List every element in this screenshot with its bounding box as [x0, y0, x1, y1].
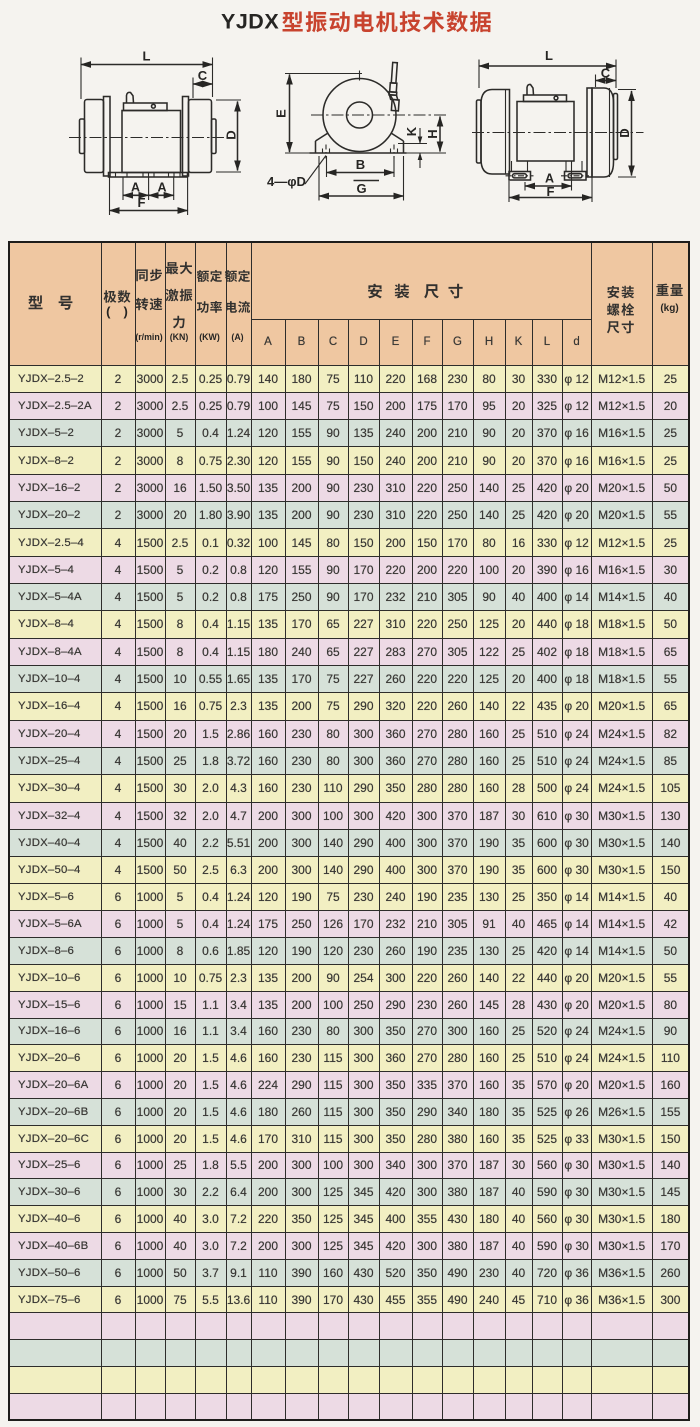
svg-text:G: G [356, 181, 366, 196]
svg-text:(A): (A) [231, 332, 243, 342]
svg-text:A: A [157, 181, 166, 195]
svg-text:YJDX: YJDX [221, 10, 279, 34]
svg-text:F: F [138, 195, 146, 210]
svg-text:(KN): (KN) [170, 332, 189, 342]
svg-text:(KW): (KW) [199, 332, 220, 342]
svg-text:(r/min): (r/min) [135, 332, 162, 342]
svg-text:L: L [143, 49, 151, 64]
svg-text:A: A [545, 172, 554, 186]
svg-text:K: K [404, 126, 419, 136]
svg-text:E: E [274, 109, 289, 118]
svg-text:B: B [356, 157, 365, 172]
svg-text:4—φD: 4—φD [267, 174, 306, 189]
svg-text:D: D [224, 130, 239, 139]
svg-text:C: C [601, 66, 611, 81]
svg-text:F: F [547, 184, 555, 199]
svg-text:(kg): (kg) [660, 303, 678, 314]
svg-text:H: H [425, 129, 440, 138]
svg-text:A: A [131, 181, 140, 195]
svg-text:D: D [617, 128, 632, 137]
svg-text:C: C [198, 68, 208, 83]
svg-text:( ): ( ) [106, 304, 128, 319]
svg-text:L: L [545, 48, 553, 63]
